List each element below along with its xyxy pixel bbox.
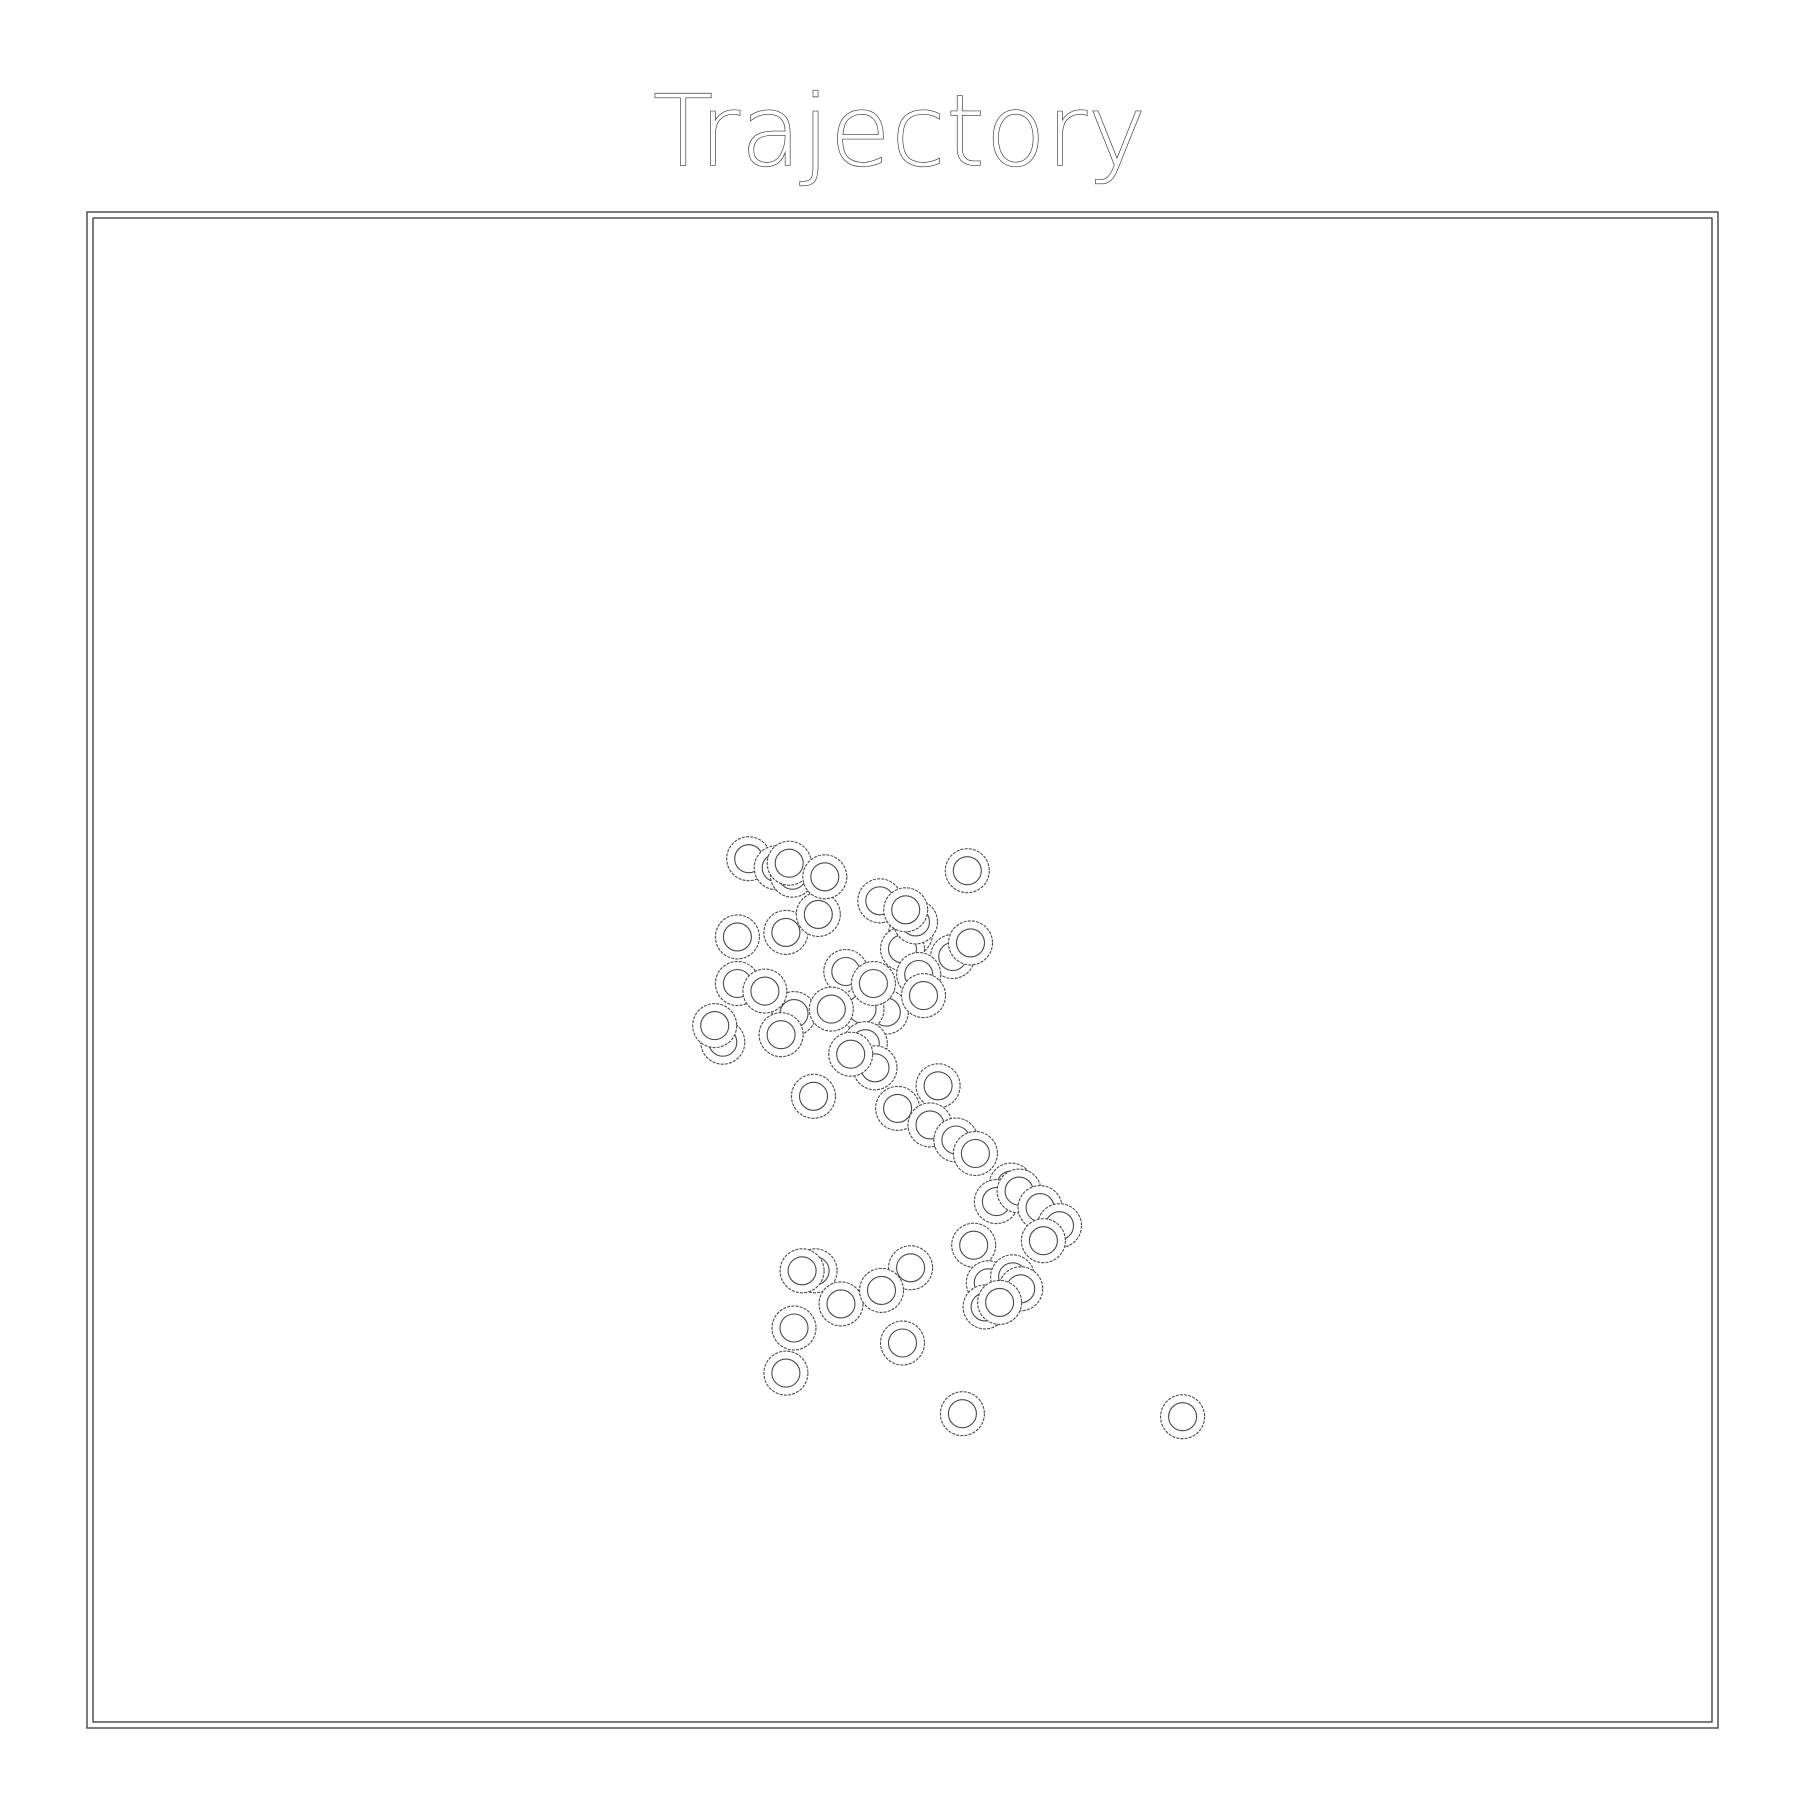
scatter-point: [808, 986, 854, 1032]
point-ring-inner: [923, 1071, 953, 1101]
point-ring-inner: [722, 922, 752, 952]
point-ring-inner: [952, 856, 982, 886]
point-ring-inner: [959, 1230, 989, 1260]
point-ring-outer: [763, 1350, 809, 1396]
point-ring-outer: [1020, 1218, 1066, 1264]
point-ring-outer: [952, 1130, 998, 1177]
point-ring-inner: [750, 976, 780, 1006]
point-ring-outer: [883, 887, 929, 933]
point-ring-outer: [1160, 1394, 1206, 1440]
scatter-point: [771, 1305, 817, 1351]
point-ring-outer: [802, 854, 848, 900]
point-ring-inner: [779, 1313, 809, 1343]
plot-frame-inner: [92, 217, 1713, 1723]
point-ring-inner: [1168, 1402, 1198, 1432]
scatter-point: [883, 887, 929, 933]
point-ring-outer: [977, 1279, 1023, 1325]
scatter-point: [758, 1012, 804, 1058]
point-ring-inner: [771, 1358, 801, 1388]
point-ring-inner: [700, 1011, 730, 1041]
point-ring-outer: [951, 1222, 997, 1268]
scatter-point: [818, 1281, 864, 1327]
scatter-point: [977, 1279, 1023, 1325]
chart-title: Trajectory: [653, 75, 1147, 189]
point-ring-inner: [771, 917, 801, 947]
scatter-point: [763, 1350, 809, 1396]
point-ring-outer: [818, 1281, 864, 1327]
scatter-point: [944, 848, 990, 894]
point-ring-inner: [883, 1093, 913, 1123]
scatter-point: [947, 920, 994, 966]
point-ring-outer: [850, 960, 896, 1007]
point-ring-outer: [779, 1248, 825, 1294]
point-ring-inner: [947, 1399, 977, 1429]
point-ring-outer: [944, 848, 990, 894]
point-ring-outer: [915, 1063, 961, 1109]
scatter-point: [779, 1248, 825, 1294]
point-ring-inner: [816, 994, 846, 1024]
point-ring-inner: [787, 1256, 817, 1286]
point-ring-inner: [891, 895, 921, 925]
point-ring-inner: [866, 1275, 897, 1305]
point-ring-outer: [692, 1003, 738, 1049]
scatter-point: [951, 1222, 997, 1268]
point-ring-inner: [1028, 1226, 1058, 1256]
scatter-point: [900, 973, 947, 1019]
point-ring-inner: [798, 1081, 829, 1111]
point-ring-outer: [771, 1305, 817, 1351]
point-ring-outer: [714, 914, 760, 960]
scatter-point: [1160, 1394, 1206, 1440]
scatter-point: [795, 891, 841, 937]
point-ring-outer: [879, 1320, 926, 1366]
point-ring-inner: [955, 928, 986, 958]
scatter-point: [1020, 1218, 1066, 1264]
point-ring-outer: [900, 973, 947, 1019]
scatter-point: [742, 968, 788, 1014]
scatter-point: [692, 1003, 738, 1049]
point-ring-outer: [828, 1031, 874, 1077]
scatter-points: [692, 836, 1206, 1440]
scatter-point: [952, 1130, 998, 1177]
point-ring-inner: [960, 1138, 990, 1169]
scatter-point: [915, 1063, 961, 1109]
point-ring-outer: [939, 1391, 985, 1437]
point-ring-inner: [887, 1328, 918, 1358]
point-ring-inner: [826, 1289, 856, 1319]
scatter-point: [850, 960, 896, 1007]
point-ring-inner: [858, 968, 888, 999]
point-ring-outer: [758, 1012, 804, 1058]
scatter-point: [879, 1320, 926, 1366]
scatter-point: [828, 1031, 874, 1077]
point-ring-inner: [810, 862, 840, 892]
scatter-point: [858, 1267, 905, 1313]
point-ring-inner: [985, 1287, 1015, 1317]
scatter-point: [939, 1391, 985, 1437]
point-ring-outer: [947, 920, 994, 966]
point-ring-outer: [808, 986, 854, 1032]
point-ring-outer: [790, 1073, 837, 1119]
scatter-point: [790, 1073, 837, 1119]
point-ring-inner: [836, 1039, 866, 1069]
point-ring-outer: [858, 1267, 905, 1313]
scatter-point: [802, 854, 848, 900]
scatter-point: [714, 914, 760, 960]
point-ring-outer: [742, 968, 788, 1014]
point-ring-inner: [774, 848, 804, 878]
point-ring-inner: [766, 1020, 796, 1050]
point-ring-inner: [803, 899, 833, 929]
plot-frame-outer: [86, 211, 1719, 1729]
point-ring-outer: [795, 891, 841, 937]
point-ring-inner: [896, 1253, 926, 1283]
point-ring-inner: [908, 981, 939, 1011]
